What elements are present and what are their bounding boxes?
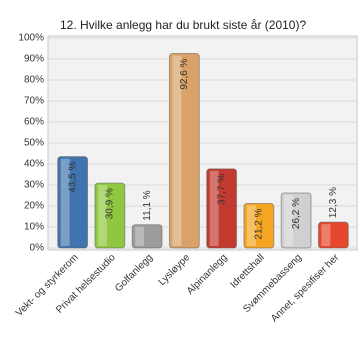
- bar-highlight: [284, 194, 294, 246]
- value-label: 92,6 %: [179, 58, 190, 89]
- value-label: 37,7 %: [216, 174, 227, 205]
- bar-highlight: [135, 226, 145, 246]
- bar: [131, 224, 163, 249]
- x-tick-label: Alpinanlegg: [185, 252, 230, 297]
- bar-highlight: [60, 158, 70, 246]
- y-tick-label: 50%: [24, 138, 44, 149]
- value-label: 11,1 %: [142, 190, 153, 220]
- bar: [206, 168, 238, 249]
- bar: [280, 192, 312, 249]
- y-tick-label: 40%: [24, 159, 44, 170]
- bar: [317, 221, 349, 249]
- bar-highlight: [209, 170, 219, 246]
- x-tick-label: Vekt- og styrkerom: [14, 252, 81, 319]
- value-label: 26,2 %: [291, 198, 302, 229]
- y-tick-label: 100%: [18, 33, 44, 44]
- value-label: 12,3 %: [328, 187, 339, 218]
- bar-highlight: [321, 224, 331, 246]
- y-tick-label: 70%: [24, 96, 44, 107]
- y-tick-label: 10%: [24, 222, 44, 233]
- value-label: 43,5 %: [67, 162, 78, 193]
- bar: [168, 53, 200, 249]
- y-tick-label: 30%: [24, 180, 44, 191]
- y-tick-label: 90%: [24, 54, 44, 65]
- value-label: 30,9 %: [105, 188, 116, 219]
- y-tick-label: 0%: [30, 243, 45, 254]
- y-tick-label: 20%: [24, 201, 44, 212]
- y-tick-label: 80%: [24, 75, 44, 86]
- value-label: 21,2 %: [254, 208, 265, 239]
- bar: [57, 156, 89, 249]
- bar-highlight: [97, 185, 107, 246]
- y-tick-label: 60%: [24, 117, 44, 128]
- chart-title: 12. Hvilke anlegg har du brukt siste år …: [60, 18, 306, 32]
- x-tick-label: Annet, spesifiser her: [269, 252, 342, 325]
- bar: [94, 182, 126, 249]
- bar-highlight: [172, 55, 182, 246]
- x-tick-label: Idrettshall: [228, 252, 266, 290]
- x-tick-label: Lysløype: [157, 252, 193, 288]
- x-tick-label: Golfanlegg: [113, 252, 155, 294]
- bar-highlight: [246, 205, 256, 246]
- bar: [243, 202, 275, 249]
